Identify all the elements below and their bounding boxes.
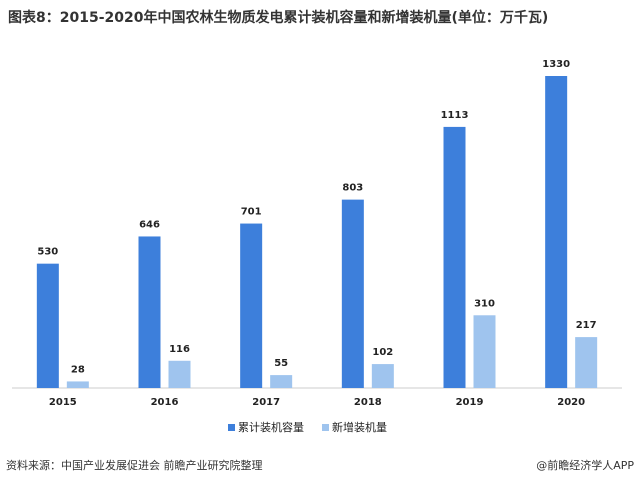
legend-label: 新增装机量	[332, 420, 387, 434]
bar	[36, 263, 59, 388]
watermark: @前瞻经济学人APP	[536, 458, 634, 472]
data-label: 1330	[542, 59, 570, 70]
x-tick-label: 2018	[354, 397, 382, 408]
bar	[545, 76, 568, 388]
bar	[473, 315, 496, 388]
bar	[138, 236, 161, 388]
data-label: 28	[71, 364, 85, 375]
bar	[66, 381, 89, 388]
data-label: 102	[372, 347, 393, 358]
bar	[168, 360, 191, 388]
x-tick-label: 2016	[151, 397, 179, 408]
legend-swatch	[228, 424, 235, 431]
data-label: 701	[241, 207, 262, 218]
chart-title: 图表8：2015-2020年中国农林生物质发电累计装机容量和新增装机量(单位：万…	[8, 9, 548, 26]
bar	[240, 223, 263, 388]
data-label: 646	[139, 219, 160, 230]
data-label: 116	[169, 344, 190, 355]
bar	[270, 375, 293, 388]
data-label: 530	[37, 247, 58, 258]
data-label: 803	[342, 183, 363, 194]
data-label: 310	[474, 298, 495, 309]
x-tick-label: 2019	[456, 397, 484, 408]
x-tick-label: 2015	[49, 397, 77, 408]
data-label: 1113	[441, 110, 469, 121]
data-label: 217	[576, 320, 597, 331]
legend-label: 累计装机容量	[238, 420, 304, 434]
x-tick-label: 2020	[557, 397, 585, 408]
bar	[371, 364, 394, 388]
data-label: 55	[274, 358, 288, 369]
legend-swatch	[322, 424, 329, 431]
bar	[443, 126, 466, 388]
x-tick-label: 2017	[252, 397, 280, 408]
bar	[575, 337, 598, 388]
source: 资料来源：中国产业发展促进会 前瞻产业研究院整理	[6, 458, 263, 472]
bar	[341, 199, 364, 388]
